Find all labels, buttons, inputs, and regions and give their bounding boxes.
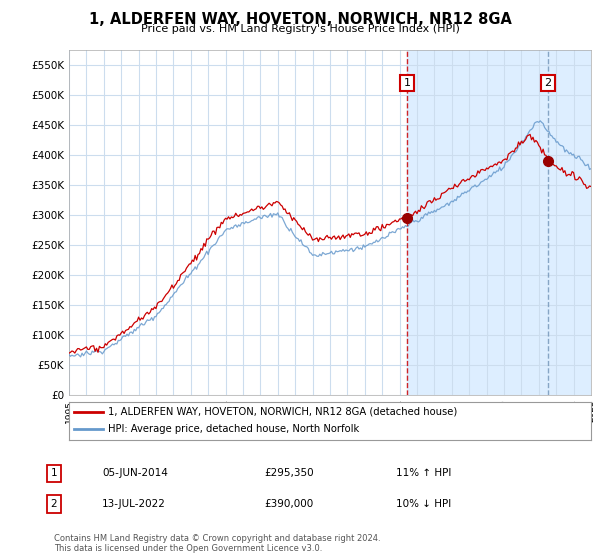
Text: 13-JUL-2022: 13-JUL-2022 <box>102 499 166 509</box>
Text: 11% ↑ HPI: 11% ↑ HPI <box>396 468 451 478</box>
Text: 05-JUN-2014: 05-JUN-2014 <box>102 468 168 478</box>
Text: 2: 2 <box>544 78 551 88</box>
Text: 1: 1 <box>403 78 410 88</box>
Text: £390,000: £390,000 <box>264 499 313 509</box>
Text: HPI: Average price, detached house, North Norfolk: HPI: Average price, detached house, Nort… <box>108 424 359 435</box>
Text: 10% ↓ HPI: 10% ↓ HPI <box>396 499 451 509</box>
Text: Contains HM Land Registry data © Crown copyright and database right 2024.
This d: Contains HM Land Registry data © Crown c… <box>54 534 380 553</box>
Text: Price paid vs. HM Land Registry's House Price Index (HPI): Price paid vs. HM Land Registry's House … <box>140 24 460 34</box>
Text: 1, ALDERFEN WAY, HOVETON, NORWICH, NR12 8GA (detached house): 1, ALDERFEN WAY, HOVETON, NORWICH, NR12 … <box>108 407 457 417</box>
Text: £295,350: £295,350 <box>264 468 314 478</box>
Text: 1, ALDERFEN WAY, HOVETON, NORWICH, NR12 8GA: 1, ALDERFEN WAY, HOVETON, NORWICH, NR12 … <box>89 12 511 27</box>
Text: 1: 1 <box>50 468 58 478</box>
Text: 2: 2 <box>50 499 58 509</box>
Bar <box>407 50 591 395</box>
